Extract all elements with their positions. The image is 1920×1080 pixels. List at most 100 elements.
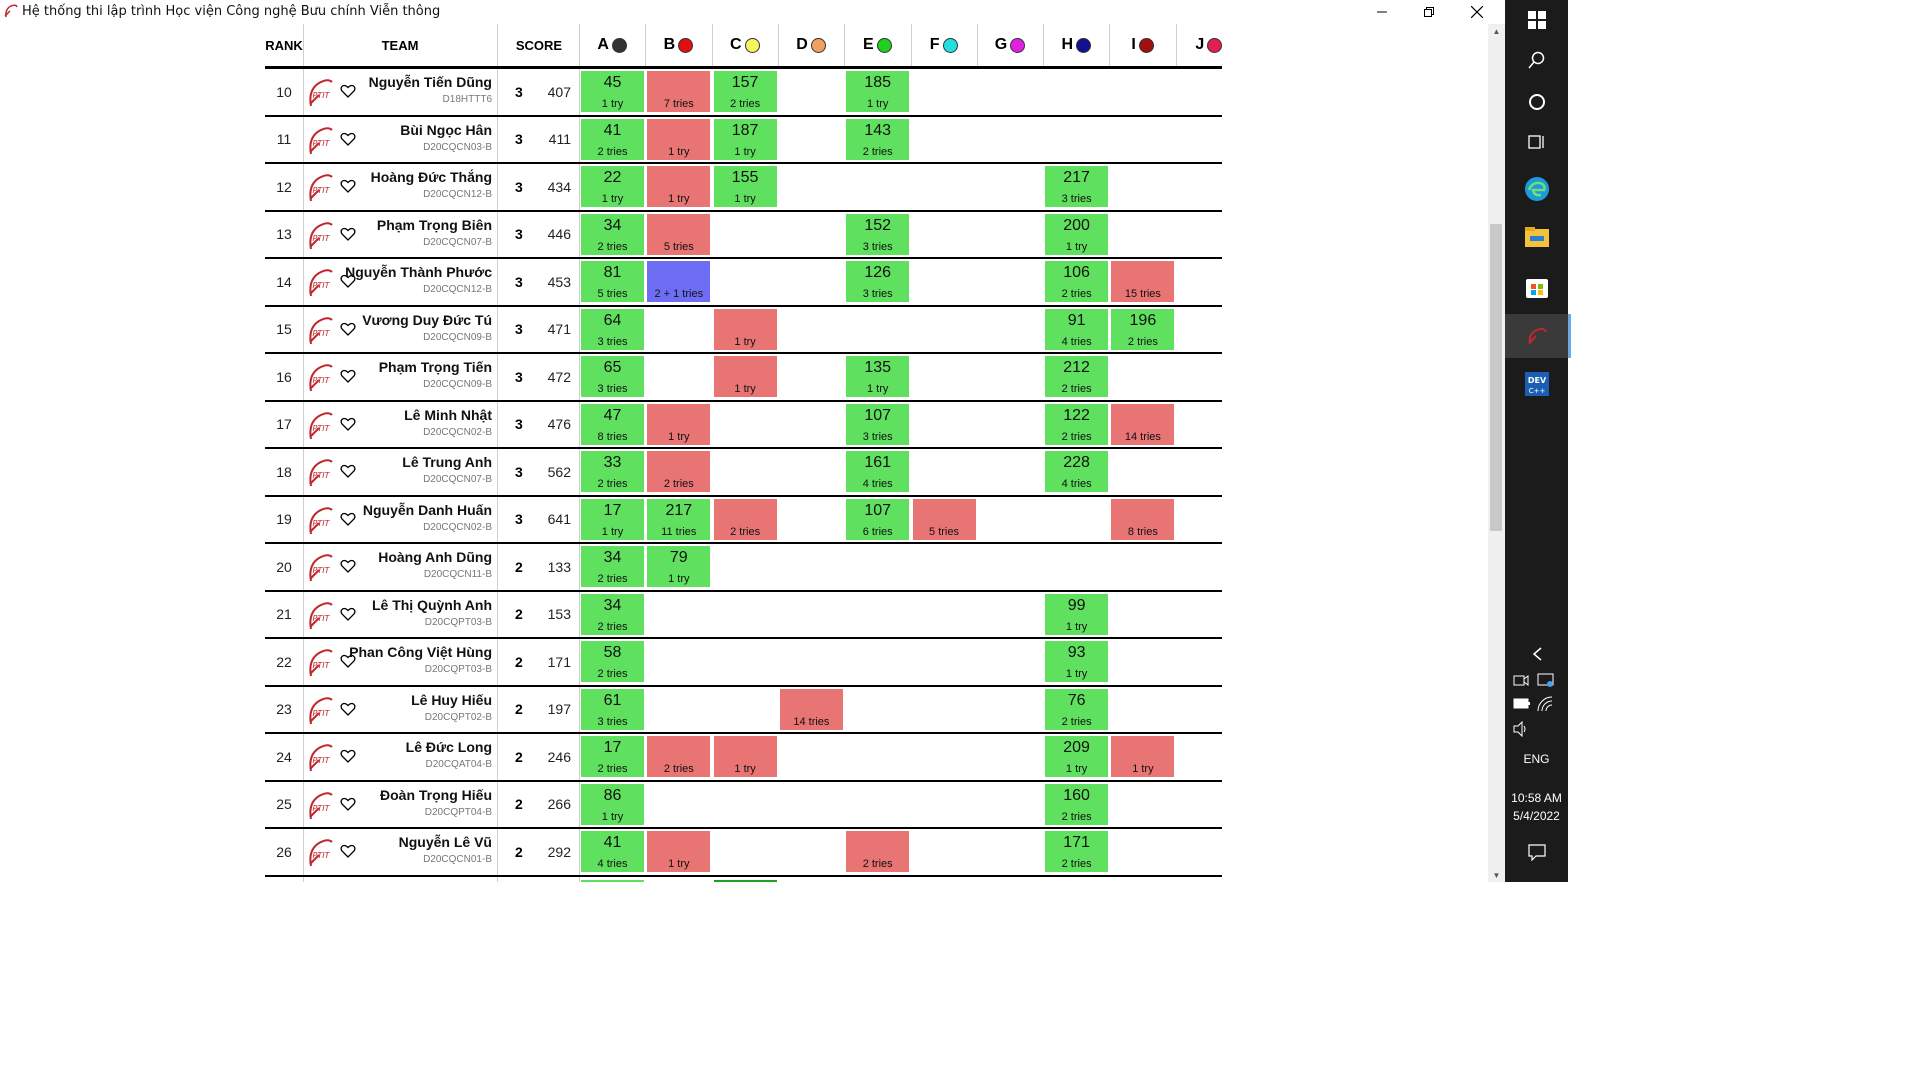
problem-header-a[interactable]: A [579, 24, 645, 66]
problem-cell-b[interactable]: 2 tries [647, 451, 711, 492]
favorite-heart-icon[interactable] [340, 511, 356, 527]
problem-cell-b[interactable]: 5 tries [647, 213, 711, 255]
problem-cell-a[interactable]: 45 1 try [581, 71, 644, 112]
problem-cell-a[interactable]: 22 1 try [581, 166, 644, 207]
problem-cell-h[interactable]: 209 1 try [1045, 736, 1109, 777]
team-row[interactable]: 22 PTIT Phan Công Việt Hùng D20CQPT03-B … [265, 639, 1222, 687]
clock-date[interactable]: 5/4/2022 [1513, 809, 1560, 823]
windows-start-button[interactable] [1505, 0, 1568, 40]
problem-cell-c[interactable]: 1 try [713, 308, 777, 350]
problem-cell-a[interactable]: 41 2 tries [581, 118, 644, 160]
favorite-heart-icon[interactable] [340, 226, 356, 242]
problem-cell-a[interactable]: 34 2 tries [581, 593, 644, 635]
problem-cell-i[interactable]: 15 tries [1111, 261, 1175, 302]
remote-display-icon[interactable] [1537, 672, 1555, 688]
problem-header-i[interactable]: I [1109, 24, 1175, 66]
action-center-button[interactable] [1505, 832, 1568, 872]
devcpp-button[interactable]: DEV C++ [1505, 362, 1568, 406]
problem-cell-h[interactable]: 106 2 tries [1045, 261, 1109, 302]
problem-cell-a[interactable]: 33 2 tries [581, 451, 644, 492]
team-row[interactable]: 11 PTIT Bùi Ngọc Hân D20CQCN03-B 3 411 4… [265, 116, 1222, 164]
problem-cell-b[interactable]: 1 try [647, 403, 711, 445]
cortana-button[interactable] [1505, 82, 1568, 122]
problem-cell-a[interactable]: 34 2 tries [581, 546, 644, 587]
problem-cell-c[interactable]: 1 try [713, 736, 777, 777]
problem-cell-h[interactable]: 160 2 tries [1045, 783, 1109, 825]
problem-cell-a[interactable] [581, 879, 644, 882]
team-row[interactable]: 15 PTIT Vương Duy Đức Tú D20CQCN09-B 3 4… [265, 306, 1222, 354]
vertical-scrollbar[interactable]: ▲ ▼ [1488, 24, 1505, 882]
team-row[interactable]: 21 PTIT Lê Thị Quỳnh Anh D20CQPT03-B 2 1… [265, 591, 1222, 639]
problem-header-b[interactable]: B [645, 24, 711, 66]
problem-header-d[interactable]: D [778, 24, 844, 66]
problem-cell-b[interactable]: 2 + 1 tries [647, 261, 711, 302]
team-row[interactable]: 12 PTIT Hoàng Đức Thắng D20CQCN12-B 3 43… [265, 164, 1222, 212]
team-row[interactable]: 17 PTIT Lê Minh Nhật D20CQCN02-B 3 476 4… [265, 401, 1222, 449]
team-row[interactable]: 25 PTIT Đoàn Trọng Hiếu D20CQPT04-B 2 26… [265, 781, 1222, 829]
favorite-heart-icon[interactable] [340, 558, 356, 574]
problem-cell-a[interactable]: 86 1 try [581, 783, 644, 825]
team-row[interactable]: 13 PTIT Phạm Trọng Biên D20CQCN07-B 3 44… [265, 211, 1222, 259]
scroll-down-arrow-icon[interactable]: ▼ [1492, 870, 1501, 880]
team-row[interactable]: 23 PTIT Lê Huy Hiếu D20CQPT02-B 2 197 61… [265, 686, 1222, 734]
problem-header-g[interactable]: G [977, 24, 1043, 66]
contest-app-button[interactable] [1505, 314, 1571, 358]
favorite-heart-icon[interactable] [340, 83, 356, 99]
favorite-heart-icon[interactable] [340, 273, 356, 289]
favorite-heart-icon[interactable] [340, 131, 356, 147]
problem-cell-h[interactable]: 93 1 try [1045, 641, 1109, 682]
team-row[interactable]: 18 PTIT Lê Trung Anh D20CQCN07-B 3 562 3… [265, 449, 1222, 497]
problem-cell-e[interactable]: 126 3 tries [846, 261, 910, 302]
favorite-heart-icon[interactable] [340, 368, 356, 384]
wifi-icon[interactable] [1537, 696, 1553, 712]
favorite-heart-icon[interactable] [340, 321, 356, 337]
problem-cell-h[interactable]: 217 3 tries [1045, 166, 1109, 207]
team-row[interactable]: 16 PTIT Phạm Trọng Tiến D20CQCN09-B 3 47… [265, 354, 1222, 402]
favorite-heart-icon[interactable] [340, 178, 356, 194]
problem-cell-e[interactable]: 161 4 tries [846, 451, 910, 492]
problem-header-f[interactable]: F [911, 24, 977, 66]
problem-cell-b[interactable]: 2 tries [647, 736, 711, 777]
problem-cell-a[interactable]: 64 3 tries [581, 308, 644, 350]
favorite-heart-icon[interactable] [340, 843, 356, 859]
volume-icon[interactable] [1513, 721, 1529, 737]
problem-cell-a[interactable]: 58 2 tries [581, 641, 644, 682]
clock-time[interactable]: 10:58 AM [1511, 791, 1562, 805]
problem-cell-b[interactable]: 217 11 tries [647, 498, 711, 540]
file-explorer-button[interactable] [1505, 217, 1568, 257]
favorite-heart-icon[interactable] [340, 653, 356, 669]
problem-cell-c[interactable]: 1 try [713, 356, 777, 397]
problem-cell-h[interactable]: 122 2 tries [1045, 403, 1109, 445]
problem-cell-a[interactable]: 41 4 tries [581, 831, 644, 872]
problem-cell-b[interactable]: 7 tries [647, 71, 711, 112]
favorite-heart-icon[interactable] [340, 463, 356, 479]
problem-cell-h[interactable]: 228 4 tries [1045, 451, 1109, 492]
scroll-up-arrow-icon[interactable]: ▲ [1492, 26, 1501, 36]
problem-cell-b[interactable]: 1 try [647, 166, 711, 207]
task-view-button[interactable] [1505, 122, 1568, 162]
problem-cell-i[interactable]: 8 tries [1111, 498, 1175, 540]
problem-cell-a[interactable]: 17 2 tries [581, 736, 644, 777]
problem-cell-b[interactable]: 79 1 try [647, 546, 711, 587]
problem-cell-f[interactable]: 5 tries [912, 498, 976, 540]
problem-cell-e[interactable]: 152 3 tries [846, 213, 910, 255]
input-language[interactable]: ENG [1523, 752, 1550, 766]
problem-cell-e[interactable]: 185 1 try [846, 71, 910, 112]
favorite-heart-icon[interactable] [340, 796, 356, 812]
taskbar-search-button[interactable] [1505, 40, 1568, 80]
problem-cell-i[interactable]: 1 try [1111, 736, 1175, 777]
favorite-heart-icon[interactable] [340, 606, 356, 622]
scroll-thumb[interactable] [1490, 224, 1502, 531]
problem-cell-c[interactable]: 2 tries [713, 498, 777, 540]
problem-cell-a[interactable]: 34 2 tries [581, 213, 644, 255]
problem-header-h[interactable]: H [1043, 24, 1109, 66]
problem-header-j[interactable]: J [1176, 24, 1242, 66]
battery-icon[interactable] [1513, 698, 1531, 710]
edge-button[interactable] [1505, 169, 1568, 209]
problem-cell-e[interactable]: 107 3 tries [846, 403, 910, 445]
favorite-heart-icon[interactable] [340, 701, 356, 717]
problem-cell-c[interactable]: 187 1 try [713, 118, 777, 160]
problem-cell-i[interactable]: 196 2 tries [1111, 308, 1175, 350]
problem-cell-a[interactable]: 65 3 tries [581, 356, 644, 397]
problem-cell-h[interactable]: 91 4 tries [1045, 308, 1109, 350]
